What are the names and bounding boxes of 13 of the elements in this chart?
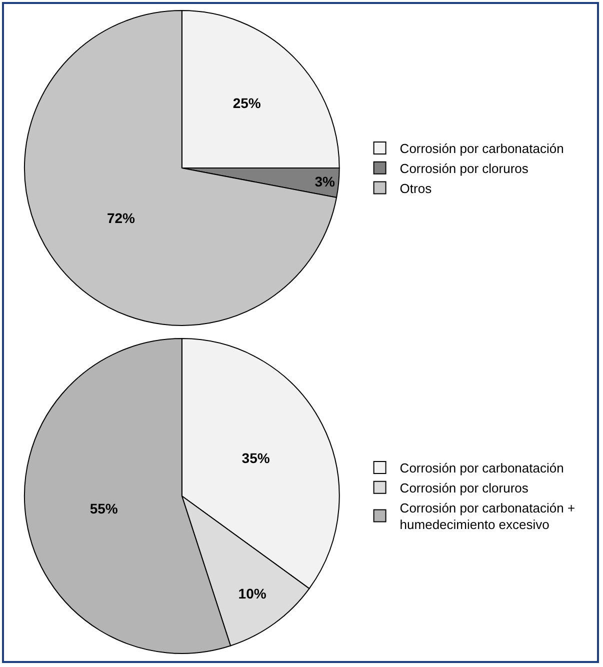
legend-label: Corrosión por cloruros (400, 480, 529, 496)
data-label: 25% (232, 94, 262, 111)
data-label: 10% (238, 585, 267, 602)
legend-label: Corrosión por carbonatación + humedecimiento excesivo (400, 500, 576, 532)
legend-label: Corrosión por carbonatación (400, 141, 564, 156)
data-label: 72% (106, 210, 136, 226)
data-label: 3% (314, 174, 336, 190)
legend-label: Corrosión por carbonatación (400, 460, 564, 476)
data-label: 35% (242, 450, 270, 466)
pie-slice (24, 10, 338, 326)
data-label: 55% (90, 500, 118, 516)
legend-label: Corrosión por cloruros (400, 160, 529, 176)
legend-label: Otros (400, 180, 432, 196)
